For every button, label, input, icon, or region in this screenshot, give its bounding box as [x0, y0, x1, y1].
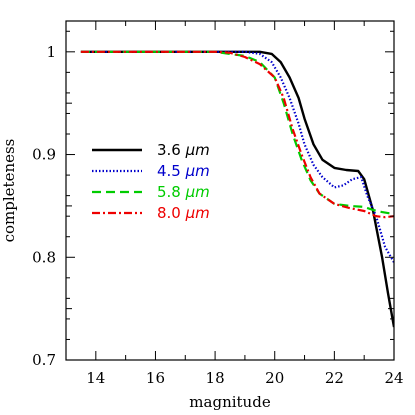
- legend-label-0: 3.6 μm: [157, 141, 210, 159]
- y-tick-label: 0.9: [32, 146, 56, 164]
- series-line-1: [80, 50, 394, 263]
- series-line-3: [80, 50, 394, 219]
- tick-labels: 14 16 18 20 22 24 0.7 0.8 0.9 1: [32, 43, 403, 387]
- y-tick-label: 1: [46, 43, 56, 61]
- x-axis-label: magnitude: [189, 393, 271, 411]
- series-line-2: [80, 50, 394, 215]
- legend-label-1: 4.5 μm: [157, 162, 210, 180]
- x-tick-label: 14: [86, 369, 105, 387]
- legend-label-3: 8.0 μm: [157, 204, 210, 222]
- x-tick-label: 22: [325, 369, 344, 387]
- x-tick-label: 18: [206, 369, 225, 387]
- x-tick-label: 24: [384, 369, 403, 387]
- plot-content: [80, 50, 394, 328]
- x-tick-label: 16: [146, 369, 165, 387]
- x-tick-label: 20: [265, 369, 284, 387]
- series-line-0: [80, 50, 394, 328]
- plot-frame: [65, 20, 395, 361]
- legend: 3.6 μm 4.5 μm 5.8 μm 8.0 μm: [92, 141, 210, 222]
- axis-ticks: [65, 21, 395, 361]
- y-tick-label: 0.7: [32, 351, 56, 369]
- y-axis-label: completeness: [0, 139, 18, 243]
- legend-label-2: 5.8 μm: [157, 183, 210, 201]
- y-tick-label: 0.8: [32, 248, 56, 266]
